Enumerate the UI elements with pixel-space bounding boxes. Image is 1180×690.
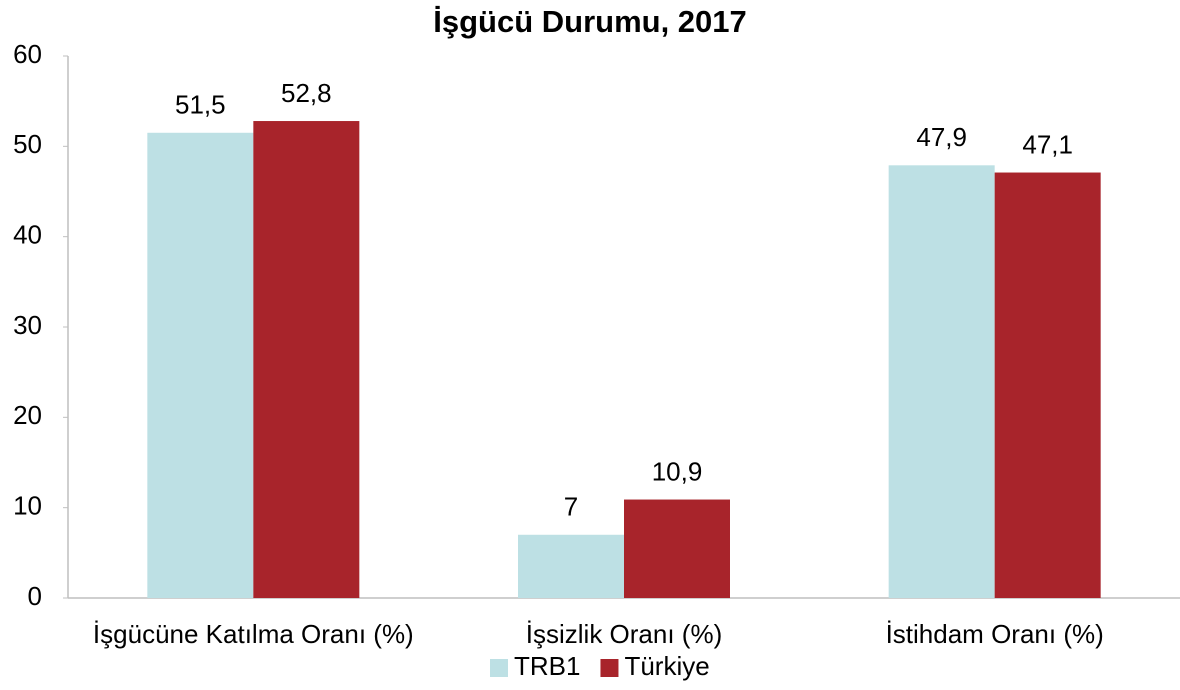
y-tick-label: 0 bbox=[28, 581, 42, 611]
y-tick-label: 50 bbox=[13, 129, 42, 159]
bar bbox=[888, 165, 995, 598]
y-tick-label: 20 bbox=[13, 400, 42, 430]
legend-swatch bbox=[600, 659, 619, 677]
x-tick-label: İşgücüne Katılma Oranı (%) bbox=[93, 619, 414, 649]
x-tick-label: İşsizlik Oranı (%) bbox=[526, 619, 722, 649]
bar bbox=[518, 534, 624, 598]
legend-label: Türkiye bbox=[624, 651, 709, 681]
y-tick-label: 30 bbox=[13, 310, 42, 340]
x-tick-label: İstihdam Oranı (%) bbox=[886, 619, 1104, 649]
legend-swatch bbox=[490, 659, 508, 677]
legend-label: TRB1 bbox=[514, 651, 580, 681]
value-label: 7 bbox=[564, 492, 578, 522]
y-tick-label: 60 bbox=[13, 39, 42, 69]
value-label: 10,9 bbox=[652, 456, 703, 486]
bar bbox=[147, 132, 254, 599]
bar bbox=[253, 121, 360, 598]
y-tick-label: 10 bbox=[13, 491, 42, 521]
chart-title: İşgücü Durumu, 2017 bbox=[433, 4, 747, 39]
value-label: 51,5 bbox=[175, 90, 226, 120]
value-label: 52,8 bbox=[281, 78, 332, 108]
y-tick-label: 40 bbox=[13, 220, 42, 250]
value-label: 47,1 bbox=[1022, 129, 1073, 159]
bar bbox=[994, 172, 1101, 598]
value-label: 47,9 bbox=[916, 122, 967, 152]
bar bbox=[624, 499, 730, 598]
